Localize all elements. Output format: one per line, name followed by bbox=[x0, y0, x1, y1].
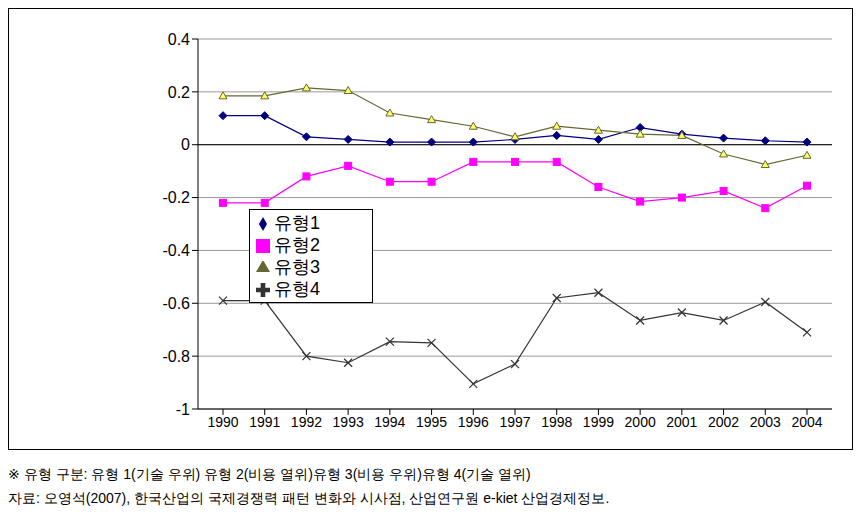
svg-text:-0.4: -0.4 bbox=[162, 242, 190, 259]
svg-text:1991: 1991 bbox=[249, 414, 280, 430]
html-text:유형2: 유형2 bbox=[274, 235, 320, 255]
svg-text:2001: 2001 bbox=[666, 414, 697, 430]
html-text:※ 유형 구분: 유형 1(기술 우위) 유형 2(비용 열: ※ 유형 구분: 유형 1(기술 우위) 유형 2(비용 열위)유형 3(비용 … bbox=[8, 466, 531, 482]
svg-text:1992: 1992 bbox=[291, 414, 322, 430]
svg-text:-0.6: -0.6 bbox=[162, 295, 190, 312]
html-text:유형4: 유형4 bbox=[274, 279, 320, 299]
svg-text:2003: 2003 bbox=[750, 414, 781, 430]
svg-text:-1: -1 bbox=[176, 401, 190, 418]
svg-text:2000: 2000 bbox=[625, 414, 656, 430]
html-text:유형1: 유형1 bbox=[274, 213, 320, 233]
html-text:유형3: 유형3 bbox=[274, 257, 320, 277]
html-text:자료: 오영석(2007), 한국산업의 국제경쟁력 패턴: 자료: 오영석(2007), 한국산업의 국제경쟁력 패턴 변화와 시사점, 산… bbox=[8, 490, 610, 506]
svg-text:-0.8: -0.8 bbox=[162, 348, 190, 365]
svg-text:1998: 1998 bbox=[541, 414, 572, 430]
svg-text:2004: 2004 bbox=[791, 414, 822, 430]
svg-text:1997: 1997 bbox=[499, 414, 530, 430]
svg-text:0.4: 0.4 bbox=[168, 31, 190, 48]
svg-text:1995: 1995 bbox=[416, 414, 447, 430]
svg-text:1996: 1996 bbox=[458, 414, 489, 430]
svg-text:1993: 1993 bbox=[333, 414, 364, 430]
svg-text:1999: 1999 bbox=[583, 414, 614, 430]
svg-text:2002: 2002 bbox=[708, 414, 739, 430]
svg-text:0: 0 bbox=[181, 136, 190, 153]
svg-text:1990: 1990 bbox=[207, 414, 238, 430]
svg-text:1994: 1994 bbox=[374, 414, 405, 430]
svg-text:-0.2: -0.2 bbox=[162, 189, 190, 206]
svg-text:0.2: 0.2 bbox=[168, 84, 190, 101]
